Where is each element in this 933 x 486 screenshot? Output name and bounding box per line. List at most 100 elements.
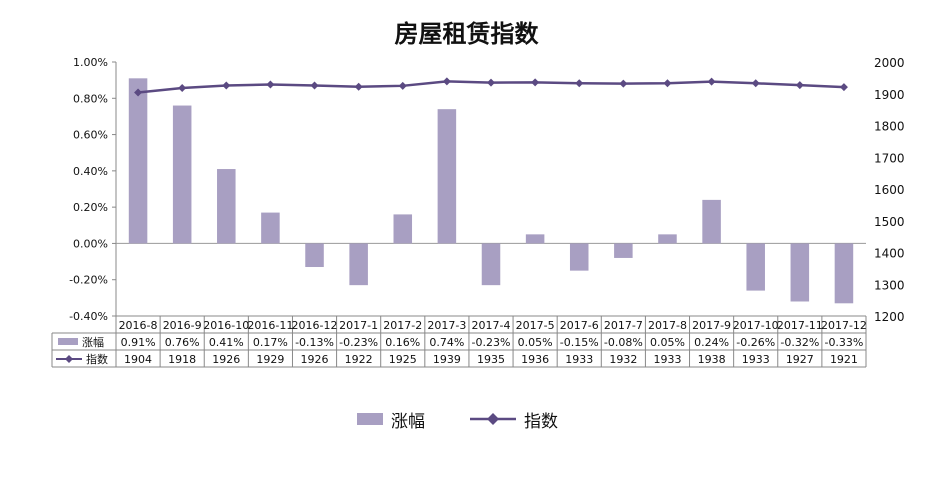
line-point (222, 81, 231, 90)
x-category-label: 2017-1 (339, 319, 378, 332)
line-point (310, 81, 319, 90)
table-bar-value: -0.26% (736, 336, 775, 349)
table-line-value: 1939 (433, 353, 461, 366)
y-right-tick-label: 1900 (874, 88, 905, 102)
x-category-label: 2017-6 (560, 319, 599, 332)
table-bar-value: -0.23% (339, 336, 378, 349)
x-category-label: 2016-12 (292, 319, 338, 332)
y-left-tick-label: 0.80% (73, 92, 108, 105)
bar (481, 243, 501, 286)
bar (305, 243, 324, 268)
line-point (575, 79, 584, 88)
bar (702, 199, 721, 244)
table-bar-value: 0.05% (518, 336, 553, 349)
line-point (442, 77, 451, 86)
table-bar-value: 0.74% (429, 336, 464, 349)
x-category-label: 2016-11 (247, 319, 293, 332)
x-category-label: 2017-7 (604, 319, 643, 332)
table-line-value: 1938 (698, 353, 726, 366)
table-line-value: 1933 (565, 353, 593, 366)
y-left-tick-label: 0.20% (73, 201, 108, 214)
table-bar-value: 0.41% (209, 336, 244, 349)
line-point (839, 83, 848, 92)
table-bar-value: 0.24% (694, 336, 729, 349)
bar (261, 212, 280, 244)
legend-bar-swatch (357, 413, 383, 425)
line-point (134, 88, 143, 97)
table-bar-value: 0.91% (121, 336, 156, 349)
x-category-label: 2016-10 (203, 319, 249, 332)
table-line-header: 指数 (86, 352, 108, 366)
line-point (795, 81, 804, 90)
y-right-tick-label: 1400 (874, 247, 905, 261)
x-category-label: 2017-2 (383, 319, 422, 332)
table-bar-value: 0.16% (385, 336, 420, 349)
legend-line-marker (487, 413, 499, 425)
x-category-label: 2017-8 (648, 319, 687, 332)
y-left-tick-label: -0.40% (69, 310, 108, 323)
bar (614, 243, 633, 258)
line-point (751, 79, 760, 88)
table-bar-value: -0.15% (560, 336, 599, 349)
table-line-value: 1932 (609, 353, 637, 366)
legend-line-swatch (470, 412, 516, 426)
y-left-tick-label: 1.00% (73, 56, 108, 69)
table-line-value: 1936 (521, 353, 549, 366)
table-bar-header: 涨幅 (82, 336, 104, 349)
table-line-value: 1929 (256, 353, 284, 366)
y-right-tick-label: 1200 (874, 310, 905, 324)
bar (790, 243, 810, 302)
bar (525, 234, 545, 244)
y-left-tick-label: 0.40% (73, 165, 108, 178)
bar (658, 234, 677, 244)
table-line-value: 1921 (830, 353, 858, 366)
bar (437, 109, 457, 244)
table-line-value: 1904 (124, 353, 152, 366)
table-bar-value: -0.13% (295, 336, 334, 349)
x-category-label: 2017-11 (777, 319, 823, 332)
table-line-value: 1933 (742, 353, 770, 366)
table-line-value: 1926 (301, 353, 329, 366)
bar (217, 169, 236, 244)
line-point (619, 79, 628, 88)
x-category-label: 2017-12 (821, 319, 867, 332)
x-category-label: 2016-9 (163, 319, 202, 332)
bar (393, 214, 413, 244)
legend-bar-label: 涨幅 (391, 411, 425, 432)
line-point (531, 78, 540, 87)
bar (746, 243, 765, 291)
x-category-label: 2017-5 (516, 319, 555, 332)
bar (349, 243, 368, 286)
y-left-tick-label: -0.20% (69, 274, 108, 287)
line-point (707, 77, 716, 86)
line-point (663, 79, 672, 88)
line-point (398, 81, 407, 90)
table-line-key-marker (65, 355, 73, 363)
table-line-value: 1918 (168, 353, 196, 366)
y-right-tick-label: 1800 (874, 120, 905, 134)
legend-item-line: 指数 (470, 405, 558, 433)
bar (834, 243, 854, 304)
table-line-value: 1927 (786, 353, 814, 366)
table-bar-value: 0.17% (253, 336, 288, 349)
table-bar-value: -0.08% (604, 336, 643, 349)
legend-item-bar: 涨幅 (357, 405, 425, 433)
line-point (178, 84, 187, 93)
y-right-tick-label: 2000 (874, 56, 905, 70)
table-line-value: 1926 (212, 353, 240, 366)
y-right-tick-label: 1300 (874, 278, 905, 292)
table-bar-value: 0.05% (650, 336, 685, 349)
y-right-tick-label: 1600 (874, 183, 905, 197)
y-left-tick-label: 0.60% (73, 129, 108, 142)
line-point (487, 78, 495, 87)
bar (172, 105, 192, 244)
y-left-tick-label: 0.00% (73, 237, 108, 250)
y-right-tick-label: 1700 (874, 151, 905, 165)
x-category-label: 2017-9 (692, 319, 731, 332)
x-category-label: 2017-3 (427, 319, 466, 332)
x-category-label: 2016-8 (119, 319, 158, 332)
table-line-value: 1933 (653, 353, 681, 366)
y-right-tick-label: 1500 (874, 215, 905, 229)
line-point (266, 80, 275, 89)
